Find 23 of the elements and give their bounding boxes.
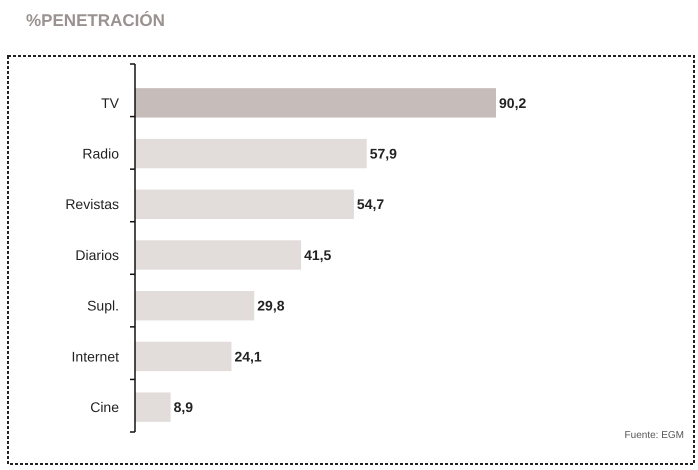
y-tick-label: Cine xyxy=(90,399,120,416)
bar xyxy=(135,291,254,320)
y-tick-label: Radio xyxy=(82,145,120,162)
data-label: 90,2 xyxy=(499,94,526,111)
y-tick-label: Revistas xyxy=(65,196,119,212)
data-label: 41,5 xyxy=(304,246,332,263)
y-tick-label: Supl. xyxy=(87,298,119,314)
data-label: 57,9 xyxy=(370,145,398,162)
chart-title: %PENETRACIÓN xyxy=(26,10,165,30)
data-label: 29,8 xyxy=(257,298,285,314)
bar xyxy=(135,138,367,168)
bar xyxy=(135,392,171,422)
source-note: Fuente: EGM xyxy=(624,430,684,441)
bar xyxy=(135,190,354,219)
bar xyxy=(135,342,232,372)
data-label: 54,7 xyxy=(356,196,384,212)
y-tick-label: TV xyxy=(101,94,120,111)
data-label: 8,9 xyxy=(174,399,194,416)
data-label: 24,1 xyxy=(234,348,262,364)
bar xyxy=(135,240,302,270)
y-tick-label: Internet xyxy=(72,348,120,364)
bar xyxy=(135,88,496,118)
y-tick-label: Diarios xyxy=(75,246,119,263)
